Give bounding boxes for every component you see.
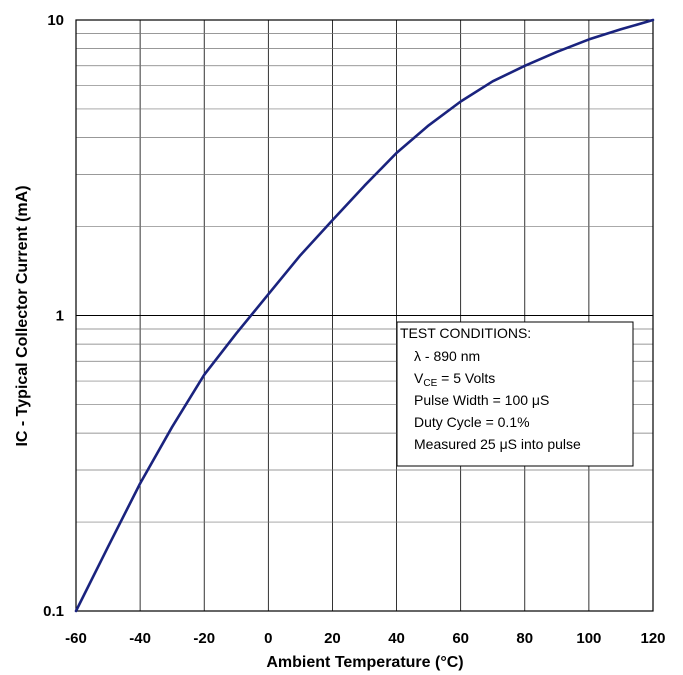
test-condition-line: VCE = 5 Volts <box>414 370 495 389</box>
test-condition-line: Pulse Width = 100 μS <box>414 392 549 408</box>
y-tick-label: 0.1 <box>43 603 64 620</box>
x-tick-label: 100 <box>576 630 601 647</box>
test-condition-line: λ - 890 nm <box>414 348 480 364</box>
x-axis-title: Ambient Temperature (°C) <box>266 654 463 671</box>
x-tick-label: 120 <box>640 630 665 647</box>
x-tick-label: -20 <box>193 630 215 647</box>
test-conditions-title: TEST CONDITIONS: <box>400 325 531 341</box>
y-tick-label: 10 <box>47 12 64 29</box>
grid <box>75 19 654 612</box>
x-tick-label: 60 <box>452 630 469 647</box>
x-tick-label: 20 <box>324 630 341 647</box>
test-conditions-box: TEST CONDITIONS: λ - 890 nm VCE = 5 Volts… <box>396 321 634 467</box>
x-tick-label: -60 <box>65 630 87 647</box>
x-tick-label: 0 <box>264 630 272 647</box>
x-tick-label: -40 <box>129 630 151 647</box>
x-tick-label: 40 <box>388 630 405 647</box>
test-condition-line: Measured 25 μS into pulse <box>414 436 581 452</box>
y-tick-labels: 0.1 1 10 <box>43 12 64 620</box>
plot-frame <box>75 19 654 612</box>
x-tick-labels: -60 -40 -20 0 20 40 60 80 100 120 <box>65 630 665 647</box>
y-axis-title: IC - Typical Collector Current (mA) <box>14 185 31 446</box>
x-tick-label: 80 <box>516 630 533 647</box>
test-condition-line: Duty Cycle = 0.1% <box>414 414 530 430</box>
y-tick-label: 1 <box>56 308 64 325</box>
series-line-collector-current <box>74 18 655 613</box>
